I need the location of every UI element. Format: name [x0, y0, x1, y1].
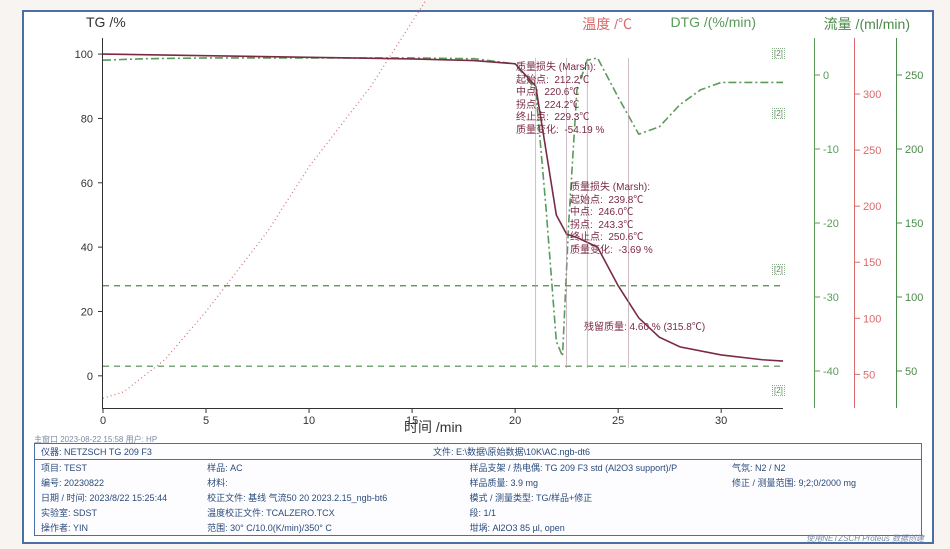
svg-text:20: 20 — [81, 306, 93, 318]
svg-text:0: 0 — [87, 371, 93, 383]
svg-text:25: 25 — [612, 415, 624, 427]
svg-text:150: 150 — [905, 218, 923, 230]
svg-text:50: 50 — [905, 366, 917, 378]
x-axis-label: 时间 /min — [404, 417, 462, 437]
svg-text:80: 80 — [81, 113, 93, 125]
svg-text:40: 40 — [81, 242, 93, 254]
dtg-axis-line — [814, 38, 815, 408]
svg-text:20: 20 — [509, 415, 521, 427]
svg-text:200: 200 — [905, 144, 923, 156]
tg-axis-label: TG /% — [86, 14, 126, 30]
svg-text:-10: -10 — [823, 144, 839, 156]
plot-svg: 0510152025300204060801000-10-20-30-40501… — [103, 38, 783, 408]
series-badge: [2] — [772, 108, 785, 119]
svg-text:5: 5 — [203, 415, 209, 427]
plot-area: 0510152025300204060801000-10-20-30-40501… — [102, 38, 783, 409]
svg-text:0: 0 — [823, 70, 829, 82]
series-badge: [2] — [772, 385, 785, 396]
residual-mass-callout: 残留质量: 4.60 % (315.8℃) — [584, 322, 705, 335]
dtg-axis-label: DTG /(%/min) — [670, 14, 756, 30]
svg-text:50: 50 — [863, 369, 875, 381]
svg-text:-30: -30 — [823, 292, 839, 304]
mass-loss-callout-1: 质量损失 (Marsh):起始点: 212.2℃中点: 220.6℃拐点: 22… — [516, 62, 604, 137]
svg-text:10: 10 — [303, 415, 315, 427]
svg-text:300: 300 — [863, 89, 881, 101]
svg-text:60: 60 — [81, 178, 93, 190]
series-badge: [2] — [772, 48, 785, 59]
flow-axis-line — [896, 38, 897, 408]
svg-text:200: 200 — [863, 201, 881, 213]
svg-text:100: 100 — [905, 292, 923, 304]
svg-text:100: 100 — [863, 313, 881, 325]
series-badge: [2] — [772, 264, 785, 275]
software-footer: 使用NETZSCH Proteus 数据创建 — [806, 533, 924, 544]
svg-text:30: 30 — [715, 415, 727, 427]
svg-text:150: 150 — [863, 257, 881, 269]
temp-axis-label: 温度 /℃ — [582, 14, 632, 34]
temp-axis-line — [854, 38, 855, 408]
svg-text:100: 100 — [75, 49, 93, 61]
svg-text:-40: -40 — [823, 366, 839, 378]
mass-loss-callout-2: 质量损失 (Marsh):起始点: 239.8℃中点: 246.0℃拐点: 24… — [570, 182, 653, 257]
flow-axis-label: 流量 /(ml/min) — [824, 14, 910, 34]
svg-text:250: 250 — [863, 145, 881, 157]
chart-frame: TG /% 温度 /℃ DTG /(%/min) 流量 /(ml/min) 05… — [22, 10, 934, 544]
svg-text:0: 0 — [100, 415, 106, 427]
svg-text:-20: -20 — [823, 218, 839, 230]
svg-text:250: 250 — [905, 70, 923, 82]
metadata-panel: 仪器: NETZSCH TG 209 F3 文件: E:\数据\原始数据\10K… — [34, 443, 922, 536]
